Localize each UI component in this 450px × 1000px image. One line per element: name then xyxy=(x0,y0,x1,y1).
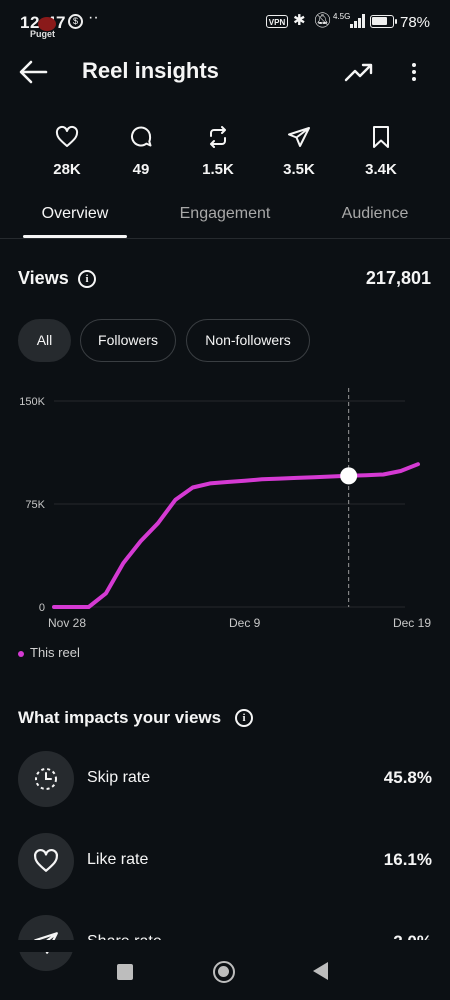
filter-all[interactable]: All xyxy=(18,319,71,362)
stat-comments: 49 xyxy=(111,125,171,178)
more-icon[interactable] xyxy=(404,60,424,84)
legend-label: This reel xyxy=(30,645,80,660)
heart-icon xyxy=(55,125,79,147)
more-notifications-icon: ·· xyxy=(88,9,99,26)
network-type: 4.5G xyxy=(333,12,351,21)
stat-value: 3.4K xyxy=(365,161,397,178)
watermark-logo: Puget xyxy=(18,17,62,43)
impact-value: 45.8% xyxy=(383,768,432,787)
filter-non-followers[interactable]: Non-followers xyxy=(186,319,310,362)
impact-label: Skip rate xyxy=(87,769,151,786)
heart-icon xyxy=(18,833,74,889)
repost-icon xyxy=(210,126,226,148)
x-tick-label: Dec 19 xyxy=(393,616,431,630)
stat-value: 1.5K xyxy=(202,161,234,178)
series-line xyxy=(52,462,420,609)
views-total: 217,801 xyxy=(365,268,431,288)
stat-saves: 3.4K xyxy=(351,125,411,178)
info-icon[interactable]: i xyxy=(235,709,253,727)
hover-point xyxy=(340,467,358,485)
bluetooth-icon: ✱ xyxy=(293,12,306,29)
tab-audience[interactable]: Audience xyxy=(341,205,409,222)
y-tick-label: 0 xyxy=(39,602,45,614)
stat-value: 49 xyxy=(132,161,150,178)
x-tick-label: Nov 28 xyxy=(48,616,86,630)
comment-icon xyxy=(131,126,152,147)
stat-value: 3.5K xyxy=(283,161,315,178)
impact-label: Like rate xyxy=(87,851,149,868)
y-tick-label: 150K xyxy=(19,396,45,408)
info-icon[interactable]: i xyxy=(78,270,96,288)
scroll-clip xyxy=(0,940,450,952)
impact-row-like-rate[interactable]: Like rate 16.1% xyxy=(18,833,432,889)
status-bar: 12:47 Puget $ ·· VPN ✱ 🔕︎ 4.5G 78% xyxy=(0,0,450,44)
battery-icon xyxy=(370,15,397,28)
page-title: Reel insights xyxy=(82,58,219,83)
active-tab-indicator xyxy=(23,235,127,238)
stat-value: 28K xyxy=(53,161,81,178)
impact-row-skip-rate[interactable]: Skip rate 45.8% xyxy=(18,751,432,807)
vpn-icon: VPN xyxy=(266,15,288,28)
filter-followers[interactable]: Followers xyxy=(80,319,176,362)
chart-legend: This reel xyxy=(18,645,80,660)
mute-icon: 🔕︎ xyxy=(313,12,333,29)
signal-icon xyxy=(350,14,365,28)
stat-likes: 28K xyxy=(37,125,97,178)
impact-value: 16.1% xyxy=(383,850,432,869)
views-line-chart[interactable]: 0 75K 150K Nov 28 Dec 9 Dec 19 xyxy=(0,380,450,630)
impacts-title: What impacts your views xyxy=(18,708,222,727)
trend-icon[interactable] xyxy=(344,60,374,84)
y-tick-label: 75K xyxy=(25,499,45,511)
recent-apps-icon[interactable] xyxy=(117,964,133,980)
save-icon xyxy=(373,126,389,148)
clock-dashed-icon xyxy=(18,751,74,807)
legend-dot xyxy=(18,650,24,657)
tab-overview[interactable]: Overview xyxy=(41,205,109,222)
x-tick-label: Dec 9 xyxy=(229,616,261,630)
stat-shares: 3.5K xyxy=(269,125,329,178)
views-title: Views xyxy=(18,268,69,288)
back-arrow-icon[interactable] xyxy=(18,58,48,86)
stat-reposts: 1.5K xyxy=(188,125,248,178)
home-icon[interactable] xyxy=(213,961,235,983)
tab-engagement[interactable]: Engagement xyxy=(179,205,271,222)
share-icon xyxy=(288,127,310,147)
battery-percent: 78% xyxy=(400,14,431,31)
back-icon[interactable] xyxy=(313,962,328,980)
tab-divider xyxy=(0,238,450,239)
app-notification-icon: $ xyxy=(68,14,83,29)
